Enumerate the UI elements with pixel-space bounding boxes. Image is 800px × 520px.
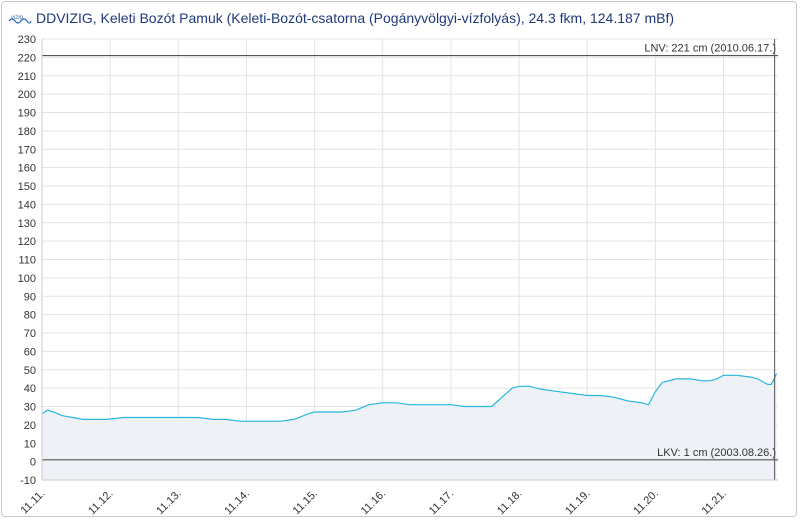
y-tick-label: 160 — [18, 163, 36, 175]
series-line — [41, 373, 778, 422]
x-axis-ticks: 11.11. 11.12. 11.13. 11.14. 11.15. 11.16. 11.1… — [19, 488, 729, 518]
x-tick-label: 11.15. — [291, 488, 321, 518]
y-tick-label: 140 — [18, 199, 36, 211]
y-tick-label: 180 — [18, 126, 36, 138]
y-tick-label: 150 — [18, 181, 36, 193]
y-tick-label: 130 — [18, 218, 36, 230]
reference-lines: LNV: 221 cm (2010.06.17.) LKV: 1 cm (2003… — [42, 39, 778, 480]
y-tick-label: 230 — [18, 34, 36, 46]
x-tick-label: 11.21. — [699, 488, 729, 518]
y-tick-label: 70 — [24, 328, 36, 340]
chart-header: vizig DDVIZIG, Keleti Bozót Pamuk (Kelet… — [8, 8, 674, 28]
y-tick-label: 120 — [18, 236, 36, 248]
x-tick-label: 11.12. — [86, 488, 116, 518]
x-tick-label: 11.14. — [222, 488, 252, 518]
y-tick-label: -10 — [20, 475, 36, 487]
y-tick-label: 200 — [18, 89, 36, 101]
y-tick-label: 220 — [18, 52, 36, 64]
axes — [41, 39, 778, 481]
x-tick-label: 11.17. — [427, 488, 457, 518]
y-tick-label: 100 — [18, 273, 36, 285]
reference-line-label: LKV: 1 cm (2003.08.26.) — [657, 447, 776, 459]
x-tick-label: 11.16. — [359, 488, 389, 518]
y-tick-label: 50 — [24, 365, 36, 377]
y-tick-label: 40 — [24, 383, 36, 395]
y-tick-label: 30 — [24, 402, 36, 414]
chart-title: DDVIZIG, Keleti Bozót Pamuk (Keleti-Bozó… — [36, 10, 675, 26]
y-tick-label: 110 — [18, 255, 36, 267]
reference-line-label: LNV: 221 cm (2010.06.17.) — [644, 43, 776, 55]
y-tick-label: 20 — [24, 420, 36, 432]
x-tick-label: 11.20. — [631, 488, 661, 518]
series-area-fill — [42, 373, 777, 480]
x-tick-label: 11.18. — [495, 488, 525, 518]
y-tick-label: 10 — [24, 438, 36, 450]
series-area — [41, 373, 778, 480]
y-tick-label: 80 — [24, 310, 36, 322]
x-tick-label: 11.11. — [19, 488, 48, 517]
vizig-logo-icon: vizig — [8, 15, 32, 24]
y-tick-label: 0 — [30, 457, 36, 469]
x-tick-label: 11.19. — [563, 488, 593, 518]
y-tick-label: 210 — [18, 71, 36, 83]
y-tick-label: 60 — [24, 346, 36, 358]
logo-text: vizig — [11, 15, 24, 21]
y-tick-label: 90 — [24, 291, 36, 303]
y-tick-label: 190 — [18, 108, 36, 120]
x-tick-label: 11.13. — [154, 488, 184, 518]
y-axis-ticks: -10 0 10 20 30 40 50 60 70 80 90 100 110 120 130 140 150… — [18, 34, 36, 487]
y-tick-label: 170 — [18, 144, 36, 156]
